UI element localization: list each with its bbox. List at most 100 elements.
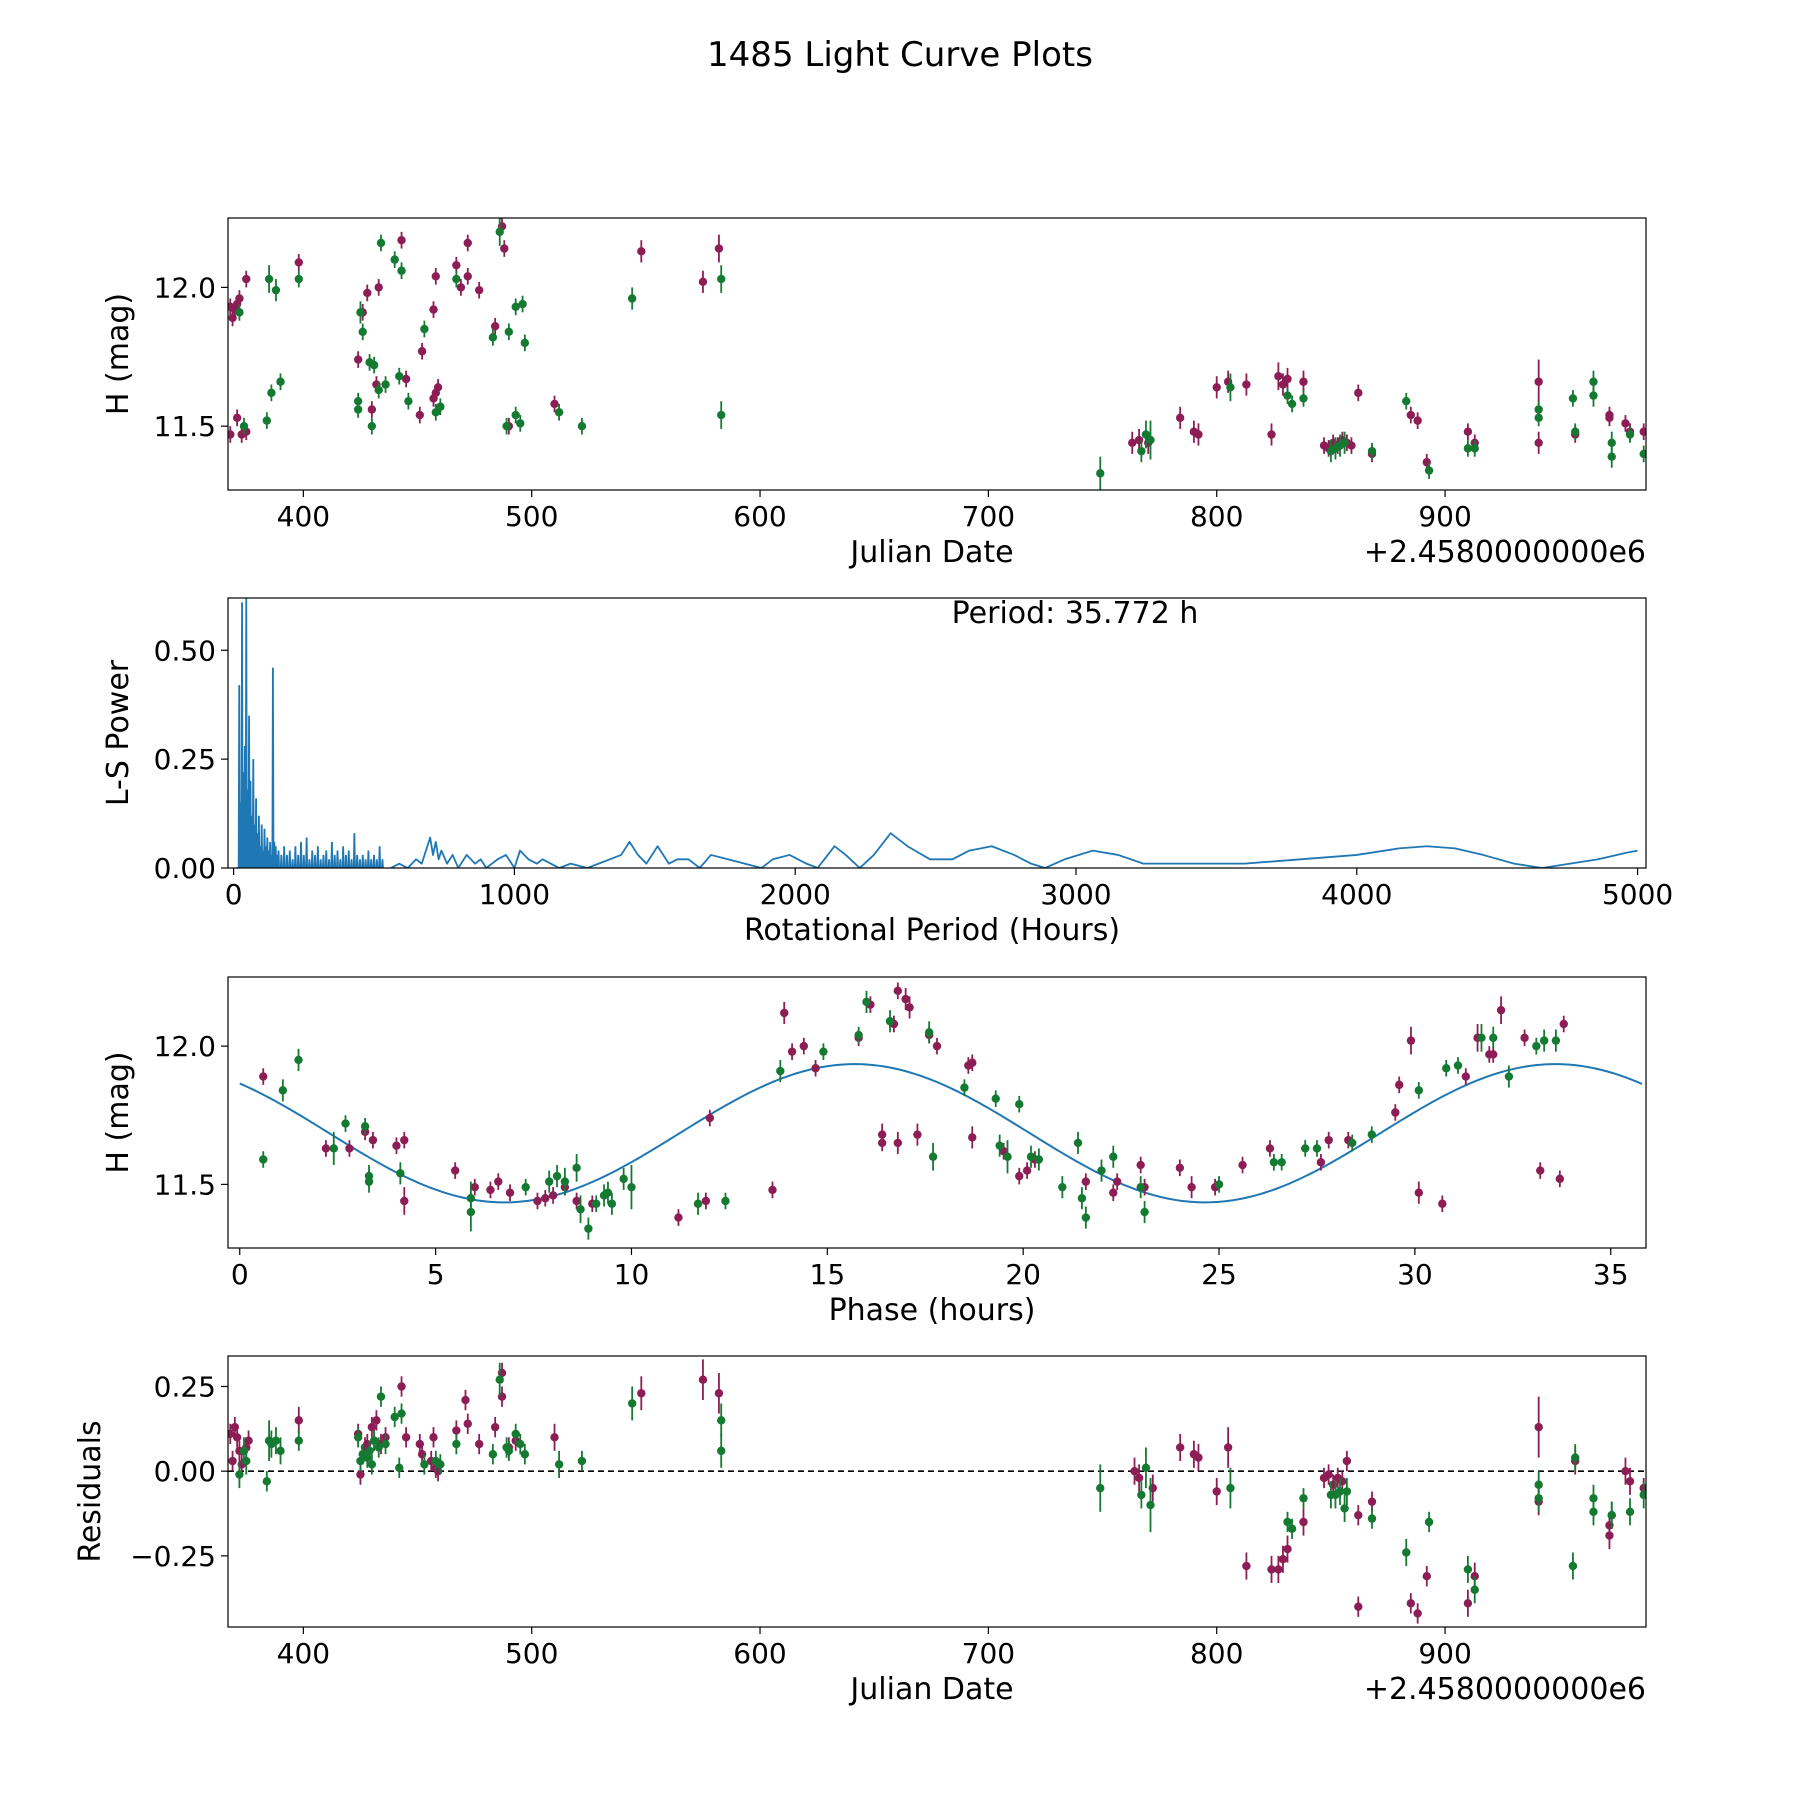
phased-panel: 0 5 10 15 20 25 30 35 11.5 12.0 Phase (hours) H (ma… (101, 976, 1647, 1328)
data-point (1639, 427, 1646, 436)
data-point (1463, 444, 1473, 453)
x-axis-label: Rotational Period (Hours) (744, 913, 1120, 948)
x-tick-label: 35 (1593, 1258, 1629, 1291)
data-point (1367, 1130, 1377, 1139)
x-tick-label: 400 (277, 500, 330, 533)
data-point (1414, 1188, 1424, 1197)
data-point (1226, 1483, 1235, 1493)
data-point (862, 997, 871, 1007)
data-point (1299, 377, 1308, 386)
data-point (450, 1166, 460, 1175)
data-point (463, 272, 472, 281)
periodogram-panel: 0 1000 2000 3000 4000 5000 0.00 0.25 0.50 Rotatio… (101, 596, 1673, 948)
x-tick-label: 5000 (1602, 878, 1673, 911)
phased-series-a (259, 982, 1568, 1226)
data-point (392, 1141, 401, 1150)
data-point (1347, 441, 1356, 450)
data-point (401, 1433, 411, 1442)
data-point (278, 1086, 288, 1095)
data-point (504, 1446, 514, 1456)
data-point (1534, 1494, 1543, 1503)
data-point (1406, 410, 1416, 420)
data-point (1034, 1155, 1044, 1164)
data-point (893, 986, 903, 996)
figure-title: 1485 Light Curve Plots (707, 35, 1093, 75)
x-tick-label: 30 (1397, 1258, 1433, 1291)
data-point (463, 1419, 472, 1428)
data-point (1146, 1500, 1155, 1510)
data-point (228, 1456, 237, 1466)
data-point (1395, 1080, 1404, 1090)
data-point (854, 1030, 863, 1040)
data-point (1589, 391, 1598, 400)
residuals-plot-area (228, 1359, 1646, 1624)
data-point (500, 244, 509, 253)
y-tick-label: 0.25 (154, 743, 216, 776)
data-point (1496, 1005, 1506, 1015)
data-point (1534, 438, 1543, 448)
data-point (1607, 1511, 1616, 1520)
data-point (1058, 1182, 1067, 1192)
data-point (1140, 1207, 1149, 1217)
data-point (1534, 413, 1543, 423)
data-point (1453, 1061, 1463, 1070)
data-point (1536, 1166, 1545, 1175)
x-tick-label: 600 (733, 500, 786, 533)
data-point (372, 1416, 381, 1425)
data-point (1242, 380, 1251, 389)
x-tick-label: 0 (231, 1258, 249, 1291)
y-tick-label: 0.50 (154, 634, 216, 667)
data-point (1335, 1487, 1345, 1496)
data-point (1299, 394, 1308, 403)
data-point (576, 1205, 585, 1214)
data-point (1354, 1511, 1363, 1520)
data-point (376, 1392, 386, 1401)
data-point (276, 377, 285, 386)
sinusoid-fit-curve (239, 1063, 1643, 1204)
data-point (768, 1185, 777, 1195)
data-point (401, 374, 411, 384)
data-point (1324, 1135, 1333, 1145)
data-point (486, 1185, 495, 1195)
data-point (400, 1196, 409, 1206)
data-point (1175, 1163, 1185, 1173)
periodogram-peaks-line (236, 598, 384, 868)
data-point (698, 1375, 708, 1384)
data-point (1137, 446, 1146, 456)
data-point (1137, 1490, 1146, 1500)
data-point (1238, 1160, 1247, 1170)
data-point (721, 1196, 730, 1206)
data-point (1141, 430, 1151, 439)
data-point (1559, 1019, 1568, 1029)
data-point (1274, 1565, 1283, 1574)
data-point (811, 1064, 820, 1073)
x-tick-label: 25 (1201, 1258, 1237, 1291)
data-point (1438, 1199, 1447, 1208)
y-tick-label: −0.25 (130, 1540, 216, 1573)
data-point (607, 1199, 617, 1208)
data-point (436, 1460, 445, 1469)
data-point (1589, 377, 1598, 386)
data-point (341, 1119, 350, 1128)
data-point (1532, 1041, 1541, 1051)
data-point (1424, 466, 1434, 475)
data-point (466, 1207, 476, 1217)
data-point (511, 302, 520, 312)
data-point (901, 994, 910, 1004)
data-point (397, 266, 406, 275)
data-point (1265, 1144, 1275, 1153)
data-point (1269, 1158, 1279, 1167)
data-point (374, 283, 383, 292)
y-axis-label: L-S Power (101, 659, 136, 806)
x-axis-label: Julian Date (848, 535, 1013, 570)
data-point (776, 1066, 785, 1076)
data-point (235, 1470, 244, 1479)
data-point (463, 238, 472, 248)
data-point (474, 1439, 484, 1449)
data-point (452, 260, 461, 270)
data-point (244, 1436, 253, 1445)
data-point (1022, 1166, 1032, 1175)
data-point (554, 1460, 564, 1469)
data-point (1470, 1585, 1479, 1594)
data-point (374, 1443, 383, 1452)
